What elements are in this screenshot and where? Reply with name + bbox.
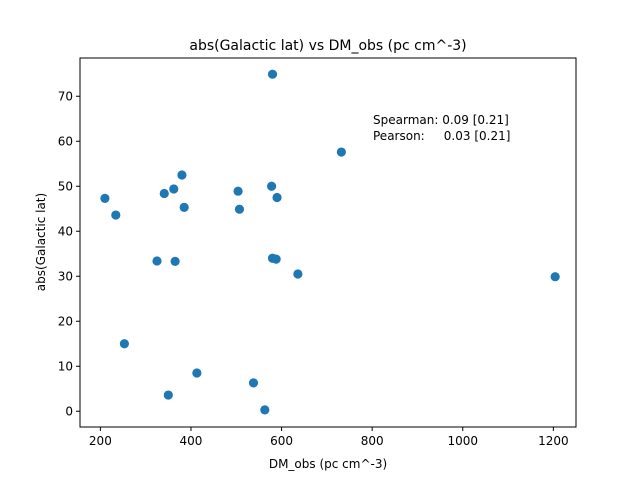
x-axis: 200 400 600 800 1000 1200	[89, 427, 569, 448]
plot-area	[79, 57, 577, 428]
x-tick-label: 400	[180, 434, 203, 448]
data-point	[169, 184, 179, 194]
data-point	[293, 269, 303, 279]
data-point	[260, 405, 270, 415]
data-point	[234, 204, 245, 214]
y-tick-label: 40	[58, 224, 73, 238]
data-point	[111, 210, 121, 220]
annotation-line: Spearman: 0.09 [0.21]	[373, 113, 509, 127]
data-point	[550, 272, 560, 282]
x-axis-label: DM_obs (pc cm^-3)	[269, 457, 387, 471]
data-point	[177, 170, 187, 180]
y-tick-label: 70	[58, 89, 73, 103]
data-points	[100, 69, 560, 415]
data-point	[267, 181, 277, 191]
y-tick-label: 0	[65, 404, 73, 418]
y-tick-label: 30	[58, 269, 73, 283]
data-point	[248, 378, 259, 388]
correlation-annotation: Spearman: 0.09 [0.21] Pearson: 0.03 [0.21…	[373, 113, 510, 143]
x-tick-label: 1200	[538, 434, 569, 448]
y-tick-label: 50	[58, 179, 73, 193]
x-tick-label: 200	[89, 434, 112, 448]
data-point	[119, 339, 129, 349]
y-tick-label: 20	[58, 314, 73, 328]
data-point	[159, 188, 169, 199]
data-point	[100, 193, 110, 203]
data-point	[152, 256, 162, 266]
data-point	[233, 186, 243, 196]
annotation-line: Pearson: 0.03 [0.21]	[373, 129, 510, 143]
axes-frame	[79, 57, 577, 428]
chart-title: abs(Galactic lat) vs DM_obs (pc cm^-3)	[189, 38, 466, 54]
y-tick-label: 10	[58, 359, 73, 373]
x-tick-label: 800	[361, 434, 384, 448]
y-tick-label: 60	[58, 134, 73, 148]
data-point	[179, 202, 189, 212]
data-point	[267, 69, 278, 79]
x-tick-label: 1000	[447, 434, 478, 448]
data-point	[192, 368, 202, 378]
data-point	[336, 147, 346, 157]
data-point	[272, 192, 282, 203]
data-point	[170, 256, 180, 266]
y-axis-label: abs(Galactic lat)	[34, 193, 48, 291]
data-point	[271, 254, 281, 264]
x-tick-label: 600	[270, 434, 293, 448]
y-axis: 0 10 20 30 40 50 60 70	[58, 89, 80, 418]
data-point	[163, 390, 173, 400]
